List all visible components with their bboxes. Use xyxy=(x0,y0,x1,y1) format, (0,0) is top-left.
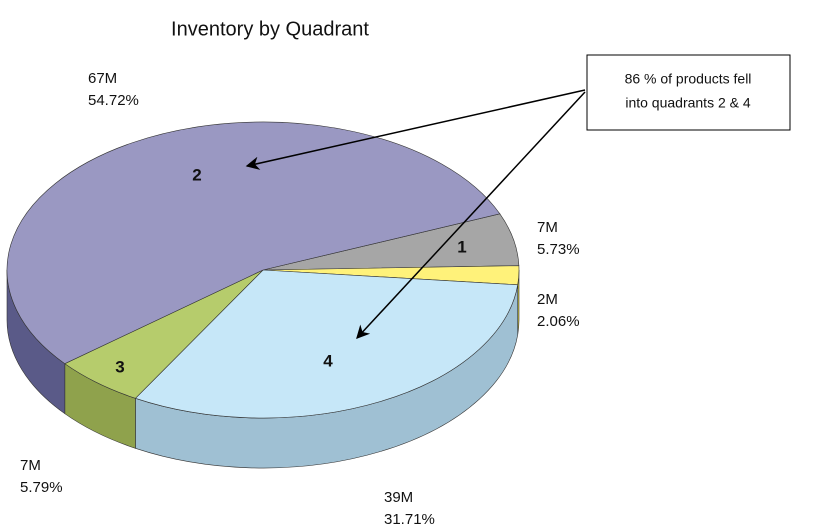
slice-label: 2 xyxy=(192,165,201,184)
arrow xyxy=(245,89,586,170)
value-label: 5.73% xyxy=(537,241,580,258)
value-label: 31.71% xyxy=(384,511,435,528)
value-label: 5.79% xyxy=(20,479,63,496)
slice-label: 3 xyxy=(115,357,124,376)
annotation-box xyxy=(586,54,791,131)
amount-label: 7M xyxy=(20,457,41,474)
amount-label: 67M xyxy=(88,70,117,87)
slice-label: 1 xyxy=(457,237,466,256)
arrow xyxy=(356,91,586,339)
value-label: 2.06% xyxy=(537,313,580,330)
pie: 1 7M 5.73% 2M 2.06% 4 39M 31.71% 3 7M 5.79% 2 67M 54.… xyxy=(6,70,580,528)
annotation-line: into quadrants 2 & 4 xyxy=(625,95,751,111)
amount-label: 7M xyxy=(537,219,558,236)
value-label: 54.72% xyxy=(88,92,139,109)
amount-label: 2M xyxy=(537,291,558,308)
amount-label: 39M xyxy=(384,489,413,506)
chart-title: Inventory by Quadrant xyxy=(171,18,369,40)
slice-label: 4 xyxy=(323,351,333,370)
slice xyxy=(134,269,519,419)
annotation-line: 86 % of products fell xyxy=(625,71,752,87)
slice xyxy=(6,121,501,365)
